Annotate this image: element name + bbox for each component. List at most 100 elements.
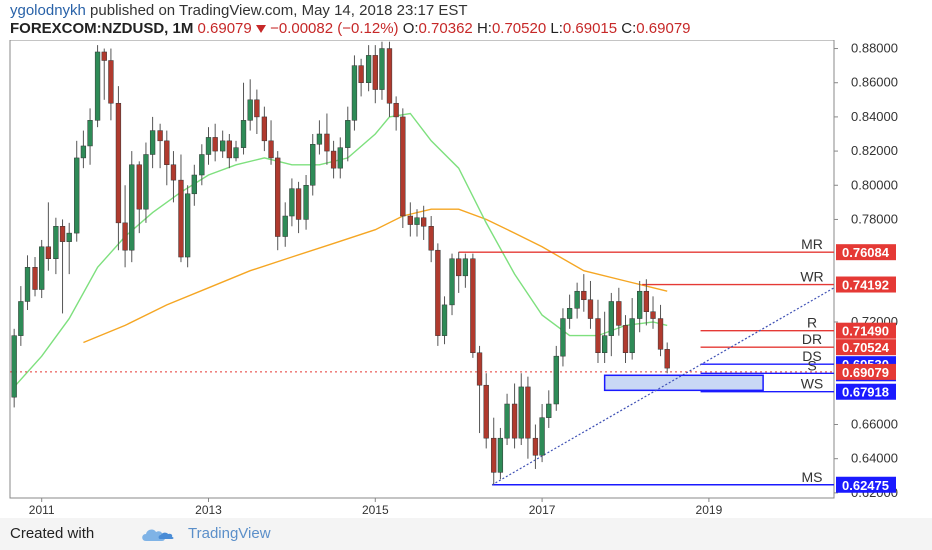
candle: [108, 48, 114, 121]
candle: [358, 58, 364, 97]
candle: [393, 96, 399, 131]
candle-body: [511, 403, 518, 439]
author-name[interactable]: ygolodnykh: [10, 2, 86, 19]
candle-body: [407, 215, 413, 225]
candle: [310, 133, 316, 196]
candle: [164, 130, 170, 186]
level-value-ms: 0.62475: [842, 478, 889, 493]
low-value: 0.69015: [562, 20, 618, 37]
current-price-badge: [836, 363, 896, 380]
candle: [595, 299, 601, 363]
candle: [657, 304, 664, 357]
candle-body: [275, 157, 281, 237]
candle-body: [386, 48, 393, 104]
published-text: published on TradingView.com, May 14, 20…: [85, 2, 468, 19]
candle-body: [566, 308, 573, 319]
candle: [518, 373, 524, 446]
x-tick-label: 2015: [362, 503, 389, 517]
candle: [574, 282, 580, 319]
candle: [539, 404, 545, 463]
candle-body: [608, 301, 614, 336]
candle: [289, 178, 295, 227]
candle: [80, 130, 87, 169]
candle-body: [170, 164, 177, 181]
candle: [414, 209, 420, 237]
candle-body: [616, 301, 622, 326]
tradingview-brand[interactable]: TradingView: [188, 525, 271, 542]
candle-body: [191, 174, 197, 195]
level-badge-ms: [836, 476, 896, 493]
level-badge-wr: [836, 276, 896, 293]
symbol-line: FOREXCOM:NZDUSD, 1M 0.69079 −0.00082 (−0…: [10, 20, 691, 37]
candle: [39, 239, 45, 299]
candle-body: [581, 290, 587, 301]
level-badge-mr: [836, 244, 896, 261]
candle: [254, 89, 260, 134]
level-value-wr: 0.74192: [842, 278, 889, 293]
candle: [566, 294, 573, 329]
candle-body: [205, 137, 212, 155]
candle-body: [108, 60, 114, 104]
candle-body: [518, 386, 524, 439]
candle: [316, 120, 323, 155]
candle: [18, 286, 24, 346]
created-with-text: Created with: [10, 525, 95, 542]
y-tick-label: 0.82000: [851, 143, 898, 158]
candle-body: [560, 318, 566, 357]
level-badge-ws: [836, 383, 896, 400]
candle: [143, 142, 149, 223]
candle: [546, 390, 552, 428]
y-tick-label: 0.84000: [851, 109, 898, 124]
candle-body: [629, 318, 635, 353]
candle: [157, 123, 163, 169]
candle: [261, 106, 268, 152]
level-name-ws: WS: [801, 376, 824, 392]
candle: [407, 202, 413, 237]
candle: [337, 137, 343, 179]
candle-body: [143, 154, 149, 210]
level-name-ds: DS: [802, 348, 821, 364]
y-tick-label: 0.66000: [851, 417, 898, 432]
candle-body: [462, 258, 469, 277]
candle-body: [587, 299, 594, 319]
candle: [149, 116, 156, 169]
candle-body: [310, 143, 316, 186]
candle-body: [476, 352, 483, 386]
candle-body: [622, 325, 629, 353]
candle: [122, 185, 128, 268]
candle-body: [295, 188, 302, 220]
x-tick-label: 2017: [529, 503, 556, 517]
candle: [365, 45, 372, 92]
candle: [616, 287, 622, 336]
candle: [608, 292, 614, 357]
trendline: [491, 287, 835, 486]
low-label: L:: [550, 20, 563, 37]
candle: [199, 144, 205, 186]
level-name-r: R: [807, 315, 817, 331]
candle: [268, 120, 274, 165]
candle: [226, 133, 232, 169]
level-value-dr: 0.70524: [842, 340, 890, 355]
candle-body: [268, 140, 274, 159]
candle: [532, 424, 539, 469]
candle: [136, 161, 142, 234]
symbol-label[interactable]: FOREXCOM:NZDUSD, 1M: [10, 20, 194, 37]
close-value: 0.69079: [636, 20, 691, 37]
candle-body: [87, 120, 93, 147]
candle-body: [149, 130, 156, 155]
candle-body: [101, 51, 107, 61]
candle-body: [220, 140, 226, 152]
candle-body: [497, 437, 504, 473]
candle-body: [122, 222, 128, 251]
candle-body: [324, 133, 330, 152]
footer-bar: Created with TradingView: [0, 518, 932, 550]
price-chart[interactable]: 0.88000 0.86000 0.84000 0.82000 0.80000 0.780…: [0, 40, 932, 518]
candle: [220, 130, 226, 158]
candle: [456, 251, 462, 293]
candle: [295, 181, 302, 234]
level-name-dr: DR: [802, 331, 822, 347]
candle-body: [303, 185, 309, 220]
y-tick-label: 0.86000: [851, 75, 898, 90]
candle: [74, 140, 80, 242]
candle-body: [400, 116, 406, 217]
